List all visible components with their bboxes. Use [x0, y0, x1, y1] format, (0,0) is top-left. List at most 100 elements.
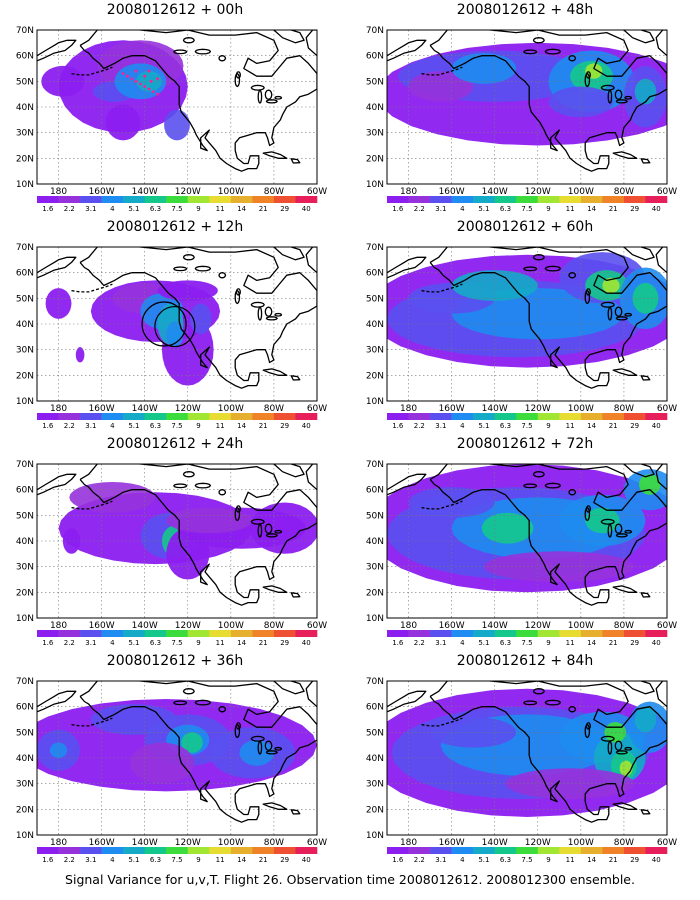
colorbar-label: 6.3	[500, 422, 511, 430]
colorbar-label: 6.3	[150, 422, 161, 430]
colorbar-swatch	[209, 630, 232, 637]
signal-variance-map: 70N 60N 50N 40N 30N 20N 10N 180 160W 140W 120W 100W…	[366, 26, 677, 213]
colorbar-label: 1.6	[42, 639, 54, 647]
colorbar-swatch	[187, 630, 210, 637]
colorbar-label: 4	[110, 856, 115, 864]
colorbar-label: 5.1	[478, 422, 489, 430]
colorbar-swatch	[230, 847, 253, 854]
lon-label: 140W	[132, 621, 158, 631]
latitude-labels: 70N 60N 50N 40N 30N 20N 10N	[366, 243, 384, 407]
lon-label: 60W	[657, 187, 677, 197]
observation-circles	[141, 301, 196, 348]
colorbar-swatch	[645, 413, 668, 420]
longitude-labels: 180 160W 140W 120W 100W 80W 60W	[50, 187, 327, 197]
colorbar-label: 14	[237, 856, 246, 864]
lon-label: 140W	[132, 187, 158, 197]
lat-label: 50N	[16, 511, 34, 521]
colorbar-label: 21	[609, 422, 618, 430]
variance-contour	[585, 63, 603, 79]
colorbar-label: 40	[302, 422, 311, 430]
colorbar-swatch	[144, 196, 167, 203]
colorbar-swatch	[252, 413, 275, 420]
variance-contour	[430, 716, 517, 748]
grid-lines	[37, 247, 317, 401]
lon-label: 180	[400, 404, 417, 414]
colorbar-swatch	[37, 847, 59, 854]
variance-contour	[548, 86, 614, 118]
lat-label: 20N	[16, 588, 34, 598]
colorbar-label: 40	[302, 205, 311, 213]
panel-title: 2008012612 + 36h	[106, 653, 244, 669]
lon-label: 100W	[568, 187, 594, 197]
colorbar-label: 5.1	[128, 422, 139, 430]
grid-lines	[387, 464, 667, 618]
lon-label: 80W	[614, 404, 634, 414]
lat-label: 60N	[16, 486, 34, 496]
colorbar-swatch	[559, 630, 582, 637]
coastlines	[37, 247, 317, 389]
lat-label: 40N	[366, 320, 384, 330]
colorbar-label: 40	[652, 422, 661, 430]
lat-label: 10N	[16, 831, 34, 841]
colorbar-label: 9	[546, 422, 550, 430]
colorbar-label: 11	[566, 639, 575, 647]
colorbar-label: 29	[630, 639, 639, 647]
colorbar-swatch	[451, 630, 474, 637]
variance-contour	[632, 282, 659, 314]
longitude-labels: 180 160W 140W 120W 100W 80W 60W	[50, 621, 327, 631]
lon-label: 140W	[132, 838, 158, 848]
colorbar-swatch	[430, 630, 452, 637]
colorbar-swatch	[187, 413, 210, 420]
colorbar-label: 9	[196, 205, 200, 213]
colorbar-label: 5.1	[478, 856, 489, 864]
colorbar-swatch	[602, 413, 625, 420]
panel-title: 2008012612 + 00h	[106, 2, 244, 18]
lat-label: 50N	[366, 728, 384, 738]
colorbar-label: 40	[652, 205, 661, 213]
colorbar-swatch	[166, 413, 189, 420]
longitude-labels: 180 160W 140W 120W 100W 80W 60W	[400, 404, 677, 414]
colorbar-swatch	[408, 847, 431, 854]
lat-label: 10N	[16, 614, 34, 624]
colorbar-swatch	[252, 847, 275, 854]
colorbar-swatch	[494, 196, 517, 203]
colorbar-swatch	[430, 196, 452, 203]
lon-label: 100W	[218, 404, 244, 414]
colorbar-swatch	[451, 196, 474, 203]
colorbar-label: 9	[546, 856, 550, 864]
colorbar-swatch	[387, 630, 409, 637]
lon-label: 180	[50, 621, 67, 631]
colorbar-swatch	[623, 413, 646, 420]
lon-label: 100W	[218, 187, 244, 197]
colorbar-label: 2.2	[64, 856, 75, 864]
variance-contour	[62, 528, 81, 554]
lat-label: 70N	[366, 677, 384, 687]
coastlines	[387, 247, 667, 389]
colorbar-swatch	[273, 630, 296, 637]
signal-variance-map: 70N 60N 50N 40N 30N 20N 10N 180 160W 140W 120W 100W…	[366, 677, 677, 864]
variance-contour	[634, 706, 657, 733]
variance-contour	[181, 732, 203, 753]
colorbar-label: 5.1	[478, 639, 489, 647]
colorbar-label: 14	[237, 639, 246, 647]
colorbar-swatch	[166, 196, 189, 203]
colorbar-swatch	[37, 196, 59, 203]
colorbar-swatch	[473, 196, 495, 203]
lon-label: 60W	[307, 621, 327, 631]
colorbar-swatch	[230, 196, 253, 203]
longitude-labels: 180 160W 140W 120W 100W 80W 60W	[400, 187, 677, 197]
panel-title: 2008012612 + 60h	[456, 219, 594, 235]
colorbar-label: 7.5	[171, 856, 182, 864]
lat-label: 60N	[366, 269, 384, 279]
colorbar-label: 6.3	[150, 205, 161, 213]
colorbar-label: 1.6	[42, 422, 54, 430]
colorbar-label: 1.6	[392, 422, 404, 430]
colorbar-label: 11	[216, 639, 225, 647]
lon-label: 100W	[218, 621, 244, 631]
lon-label: 60W	[307, 404, 327, 414]
colorbar-label: 21	[259, 856, 268, 864]
lat-label: 20N	[366, 371, 384, 381]
colorbar-swatch	[252, 630, 275, 637]
lon-label: 160W	[439, 187, 465, 197]
lat-label: 60N	[16, 269, 34, 279]
